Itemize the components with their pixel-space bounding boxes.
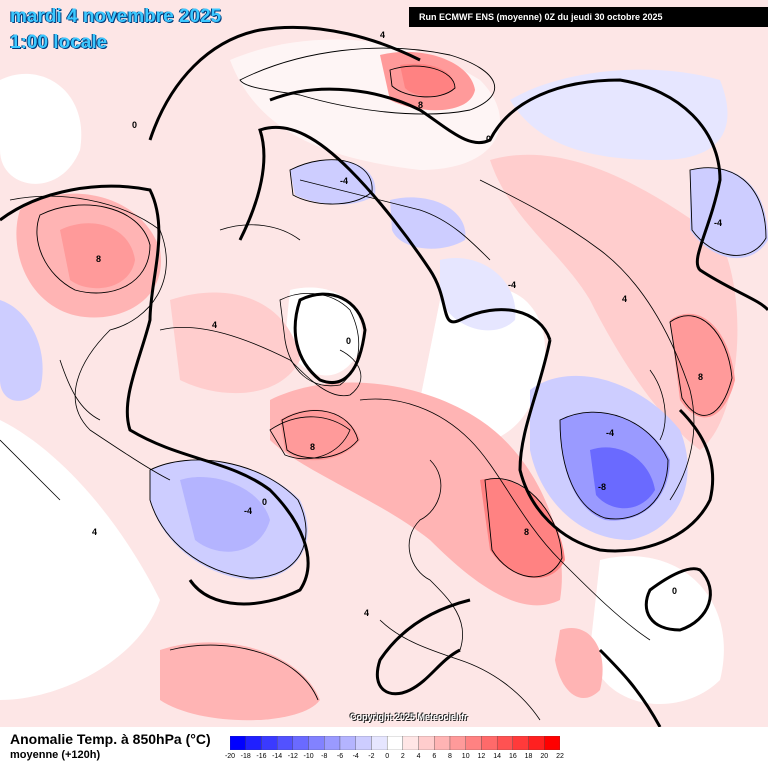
contour-label: 0	[132, 120, 137, 130]
warm-anomaly	[170, 292, 300, 394]
contour-label: 4	[212, 320, 217, 330]
scale-tick-label: 0	[385, 753, 390, 760]
zero-contours	[0, 25, 768, 727]
scale-swatch	[339, 736, 356, 750]
scale-tick-label: -14	[272, 753, 283, 760]
neutral-area	[420, 287, 546, 443]
contour-label: 8	[310, 442, 315, 452]
scale-swatch	[512, 736, 529, 750]
warm-anomaly	[60, 223, 135, 289]
scale-tick-label: -6	[336, 753, 344, 760]
scale-tick-label: -4	[352, 753, 359, 760]
run-info: Run ECMWF ENS (moyenne) 0Z du jeudi 30 o…	[409, 7, 768, 27]
contour-label: 4	[364, 608, 369, 618]
scale-tick-label: -16	[256, 753, 267, 760]
contour-label: -4	[244, 506, 252, 516]
scale-swatch	[496, 736, 514, 750]
scale-tick-label: -10	[303, 753, 314, 760]
contour-label: -4	[508, 280, 516, 290]
contour-label: -4	[714, 218, 722, 228]
neutral-area	[0, 420, 160, 700]
cold-anomaly	[440, 258, 516, 331]
contour-label: -8	[598, 482, 606, 492]
scale-swatch	[230, 736, 246, 750]
scale-swatch	[402, 736, 419, 750]
contour-labels: 4 8 0 -4 8 0 -4 -8 4 8 0 -4 4 8 0 -4 4 8…	[92, 30, 722, 618]
isotherm-contours	[36, 47, 767, 701]
scale-swatch	[386, 736, 404, 750]
warm-anomaly	[160, 642, 320, 721]
contour-label: 8	[418, 100, 423, 110]
contour-label: 4	[380, 30, 385, 40]
scale-swatch	[434, 736, 451, 750]
contour-label: 8	[96, 254, 101, 264]
neutral-area	[0, 73, 82, 184]
contour-label: -4	[340, 176, 348, 186]
legend-footer: Anomalie Temp. à 850hPa (°C) moyenne (+1…	[0, 727, 768, 768]
cold-anomaly	[390, 197, 466, 249]
contour-label: 0	[672, 586, 677, 596]
scale-swatch	[371, 736, 388, 750]
scale-swatch	[245, 736, 262, 750]
coastlines	[0, 179, 695, 721]
scale-swatch	[308, 736, 325, 750]
forecast-date: mardi 4 novembre 2025	[10, 6, 222, 27]
scale-swatch	[481, 736, 498, 750]
scale-tick-label: -12	[287, 753, 298, 760]
scale-swatch	[355, 736, 372, 750]
forecast-time: 1:00 locale	[10, 32, 108, 53]
contour-label: 0	[262, 497, 267, 507]
scale-tick-label: 8	[448, 753, 452, 760]
copyright: Copyright 2025 Meteociel.fr	[350, 712, 468, 722]
color-scale	[230, 736, 560, 750]
contour-label: 0	[346, 336, 351, 346]
scale-swatch	[449, 736, 466, 750]
scale-tick-label: 22	[556, 753, 564, 760]
scale-swatch	[261, 736, 278, 750]
scale-tick-label: -2	[368, 753, 375, 760]
scale-swatch	[292, 736, 309, 750]
scale-tick-label: 2	[400, 753, 405, 760]
neutral-area	[285, 287, 362, 376]
cold-anomaly	[0, 300, 43, 401]
scale-tick-label: 10	[461, 753, 470, 760]
cold-anomaly	[590, 447, 655, 509]
legend-subtitle: moyenne (+120h)	[10, 749, 101, 761]
warm-anomaly	[670, 313, 735, 418]
contour-label: 8	[524, 527, 529, 537]
temperature-anomaly-map: 4 8 0 -4 8 0 -4 -8 4 8 0 -4 4 8 0 -4 4 8…	[0, 0, 768, 727]
scale-tick-label: 6	[432, 753, 437, 760]
scale-tick-label: -20	[224, 753, 236, 760]
scale-swatch	[324, 736, 341, 750]
scale-tick-label: 20	[540, 753, 549, 760]
cold-anomaly	[510, 69, 728, 160]
legend-title: Anomalie Temp. à 850hPa (°C)	[10, 731, 211, 747]
scale-tick-label: 14	[493, 753, 502, 760]
scale-swatch	[528, 736, 545, 750]
warm-anomaly	[400, 63, 455, 97]
contour-label: 8	[698, 372, 703, 382]
scale-swatch	[465, 736, 482, 750]
scale-swatch	[418, 736, 435, 750]
scale-tick-label: 12	[477, 753, 486, 760]
scale-swatch	[276, 736, 294, 750]
warm-anomaly	[490, 154, 738, 450]
warm-anomaly	[555, 628, 603, 699]
scale-swatch	[544, 736, 560, 750]
scale-tick-label: -8	[321, 753, 328, 760]
contour-label: -4	[606, 428, 614, 438]
scale-tick-label: 18	[524, 753, 533, 760]
scale-tick-label: 4	[416, 753, 421, 760]
cold-anomaly	[180, 476, 270, 552]
contour-label: 0	[486, 134, 491, 144]
warm-anomaly	[280, 409, 360, 461]
scale-tick-label: 16	[508, 753, 517, 760]
cold-anomaly	[690, 167, 768, 259]
color-scale-labels: -20 -18 -16 -14 -12 -10 -8 -6 -4 -2 0 2 4 6 8 10 12 14 16 1…	[225, 753, 564, 763]
neutral-area	[590, 556, 724, 704]
scale-tick-label: -18	[240, 753, 251, 760]
contour-label: 4	[92, 527, 97, 537]
contour-label: 4	[622, 294, 627, 304]
warm-anomaly	[480, 478, 565, 579]
